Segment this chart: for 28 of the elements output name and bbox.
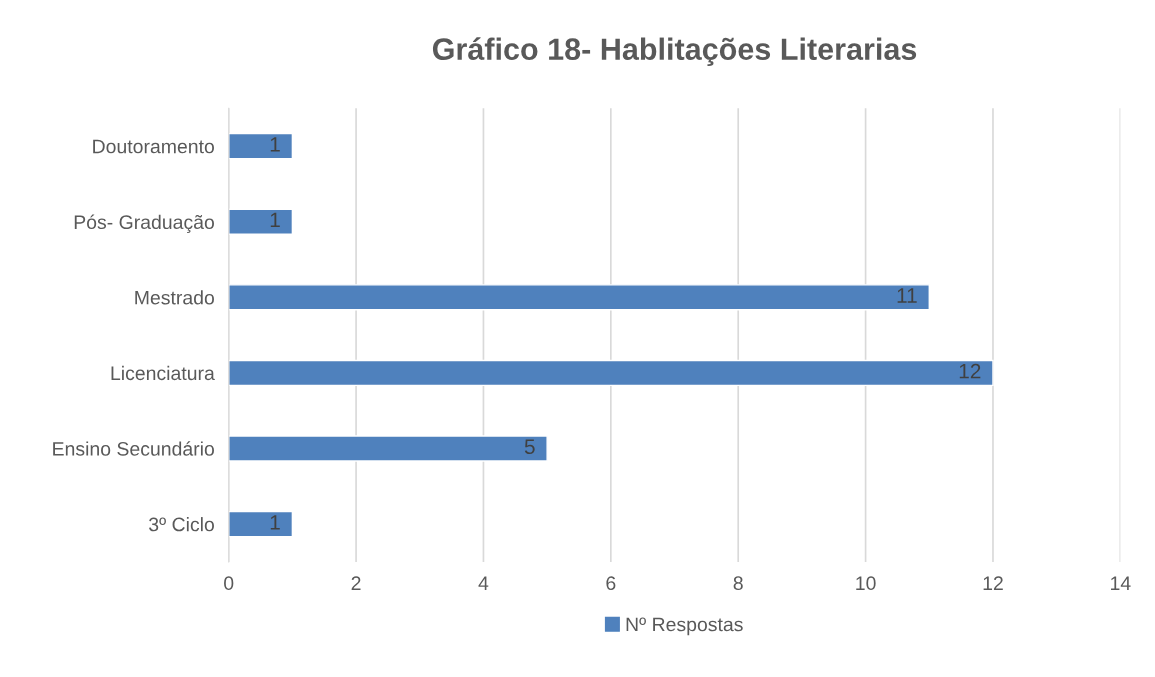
- bar: [228, 435, 548, 462]
- legend-label: Nº Respostas: [626, 617, 743, 636]
- data-label: 5: [524, 439, 535, 455]
- bar: [228, 510, 294, 538]
- y-tick-label: Pós- Graduação: [74, 214, 214, 233]
- y-tick-label: Mestrado: [135, 290, 214, 305]
- x-tick-label: 4: [478, 576, 489, 590]
- bar: [228, 208, 294, 235]
- x-tick-label: 10: [856, 576, 876, 591]
- x-tick-label: 0: [224, 576, 234, 591]
- x-tick-label: 14: [1111, 576, 1131, 590]
- y-tick-label: Licenciatura: [111, 365, 215, 381]
- x-tick-label: 8: [733, 576, 743, 591]
- x-tick-label: 6: [606, 576, 616, 591]
- y-tick-label: Ensino Secundário: [53, 441, 214, 456]
- x-tick-label: 12: [983, 576, 1003, 590]
- data-label: 11: [897, 288, 917, 303]
- data-label: 1: [270, 515, 280, 530]
- x-tick-label: 2: [351, 576, 361, 590]
- bar: [228, 132, 294, 160]
- chart-title: Gráfico 18- Hablitações Literarias: [432, 37, 917, 67]
- data-label: 1: [270, 212, 280, 228]
- y-tick-label: 3º Ciclo: [149, 517, 214, 532]
- bar: [228, 284, 930, 311]
- data-label: 12: [959, 363, 981, 379]
- y-tick-label: Doutoramento: [93, 139, 214, 154]
- bar: [228, 359, 994, 387]
- data-label: 1: [270, 137, 280, 152]
